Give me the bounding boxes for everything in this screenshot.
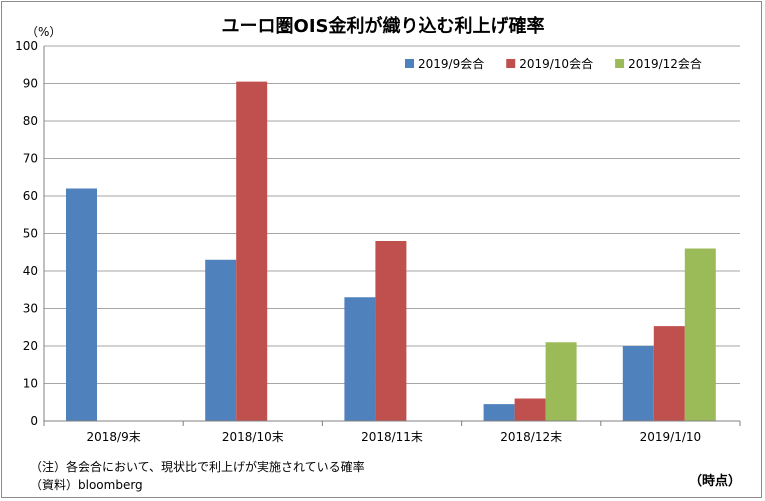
x-axis-label: （時点） [688, 474, 741, 489]
bar-1-2 [205, 259, 237, 421]
footnote-source: （資料）bloomberg [30, 478, 143, 492]
y-tick-label: 80 [23, 114, 38, 128]
y-tick-label: 100 [15, 39, 38, 53]
bar-2-5 [653, 326, 685, 421]
bar-1-4 [483, 404, 515, 421]
bar-1-5 [622, 346, 654, 421]
y-tick-label: 10 [23, 377, 38, 391]
y-tick-label: 50 [23, 227, 38, 241]
x-tick-label: 2018/10末 [222, 430, 284, 444]
x-tick-label: 2019/1/10 [640, 430, 702, 444]
y-tick-label: 40 [23, 264, 38, 278]
bar-1-3 [344, 297, 376, 421]
y-tick-label: 60 [23, 189, 38, 203]
x-tick-label: 2018/9末 [86, 430, 140, 444]
y-tick-label: 30 [23, 302, 38, 316]
legend-label: 2019/10会合 [519, 56, 593, 71]
y-tick-label: 0 [30, 414, 38, 428]
legend-swatch [405, 59, 414, 68]
bar-2-3 [375, 241, 407, 421]
bar-2-4 [514, 398, 546, 421]
y-tick-label: 70 [23, 152, 38, 166]
legend-label: 2019/12会合 [628, 56, 702, 71]
axes-group: 0 10 20 30 40 50 60 70 80 90 100 2018/9末 2018/10末 201… [15, 39, 741, 444]
legend-swatch [615, 59, 625, 68]
bar-1-1 [66, 188, 97, 421]
legend-swatch [506, 59, 516, 68]
legend: 2019/9会合 2019/10会合 2019/12会合 [405, 56, 702, 71]
x-tick-label: 2018/11末 [361, 430, 423, 444]
x-tick-label: 2018/12末 [500, 430, 562, 444]
chart-title: ユーロ圏OIS金利が織り込む利上げ確率 [222, 15, 545, 37]
y-tick-label: 20 [23, 339, 38, 353]
legend-label: 2019/9会合 [418, 56, 484, 71]
bar-2-2 [236, 81, 268, 421]
y-axis-unit: （%） [26, 25, 61, 39]
bars-group [66, 81, 716, 421]
bar-3-5 [684, 248, 716, 421]
y-tick-label: 90 [23, 77, 38, 91]
footnote-note: （注）各会合において、現状比で利上げが実施されている確率 [30, 460, 365, 474]
bar-3-4 [545, 342, 577, 421]
